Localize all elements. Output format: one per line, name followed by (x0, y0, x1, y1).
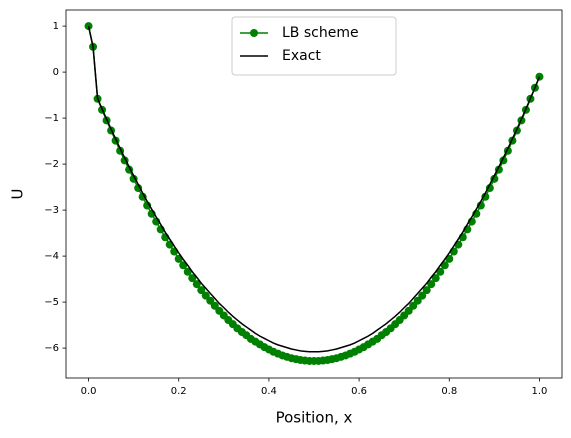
data-point (138, 192, 147, 201)
plot-frame (65, 9, 563, 379)
legend-label: Exact (282, 48, 321, 64)
y-tick-label: −5 (44, 297, 59, 308)
legend-box (231, 16, 397, 76)
data-point (436, 267, 445, 276)
series-line (87, 25, 541, 362)
data-point (431, 274, 440, 283)
y-tick-label: 0 (53, 67, 59, 78)
data-point (422, 286, 431, 295)
y-tick-label: −3 (44, 205, 59, 216)
data-point (485, 184, 494, 193)
legend-label: LB scheme (282, 25, 359, 41)
x-tick-label: 0.2 (171, 386, 187, 397)
data-point (188, 274, 197, 283)
data-point (192, 280, 201, 289)
data-point (440, 261, 449, 270)
x-tick-label: 0.4 (261, 386, 277, 397)
y-tick-label: −2 (44, 159, 59, 170)
data-point (179, 261, 188, 270)
y-tick-label: −6 (44, 343, 59, 354)
x-tick-label: 0.8 (441, 386, 457, 397)
data-point (134, 184, 143, 193)
series-line (87, 25, 541, 353)
x-axis-label: Position, x (276, 409, 353, 427)
legend-marker (250, 29, 258, 37)
data-point (427, 280, 436, 289)
x-tick-label: 0.6 (351, 386, 367, 397)
x-tick-label: 0.0 (81, 386, 97, 397)
y-tick-label: 1 (53, 21, 59, 32)
x-tick-label: 1.0 (532, 386, 548, 397)
data-point (418, 291, 427, 300)
data-point (481, 192, 490, 201)
data-point (183, 267, 192, 276)
y-axis-label: U (9, 189, 27, 200)
y-tick-label: −1 (44, 113, 59, 124)
y-tick-label: −4 (44, 251, 59, 262)
data-point (197, 286, 206, 295)
